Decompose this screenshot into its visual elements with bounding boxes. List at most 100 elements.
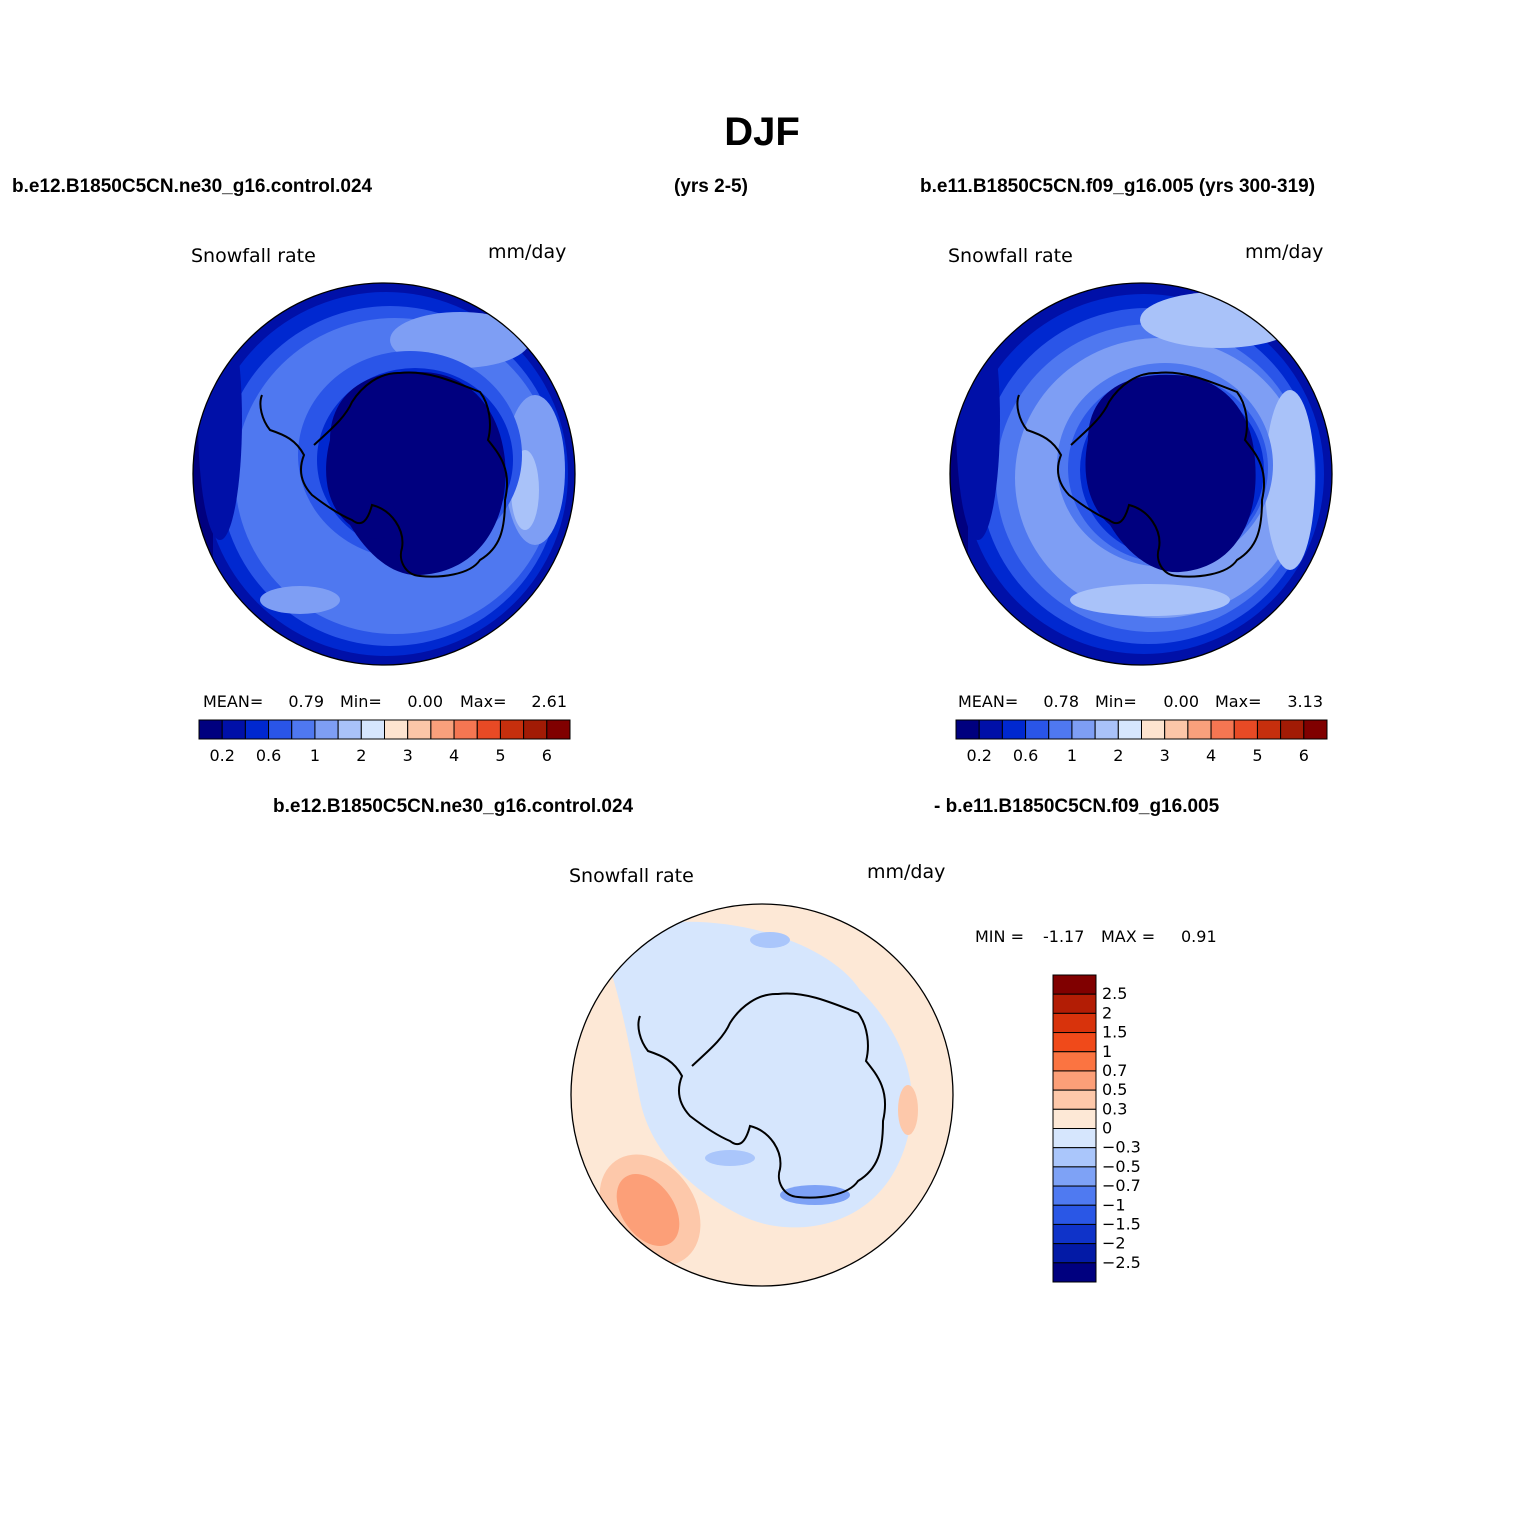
figure-title: DJF (724, 110, 800, 154)
colorbar-box (337, 719, 362, 740)
colorbar-box (291, 719, 316, 740)
colorbar-tick-label: 1 (1102, 1042, 1112, 1061)
colorbar-tick-label: 5 (495, 746, 505, 765)
colorbar-box (1052, 1108, 1097, 1129)
colorbar-box (1052, 974, 1097, 995)
colorbar-tick-label: 0.7 (1102, 1061, 1127, 1080)
panel-right-coastline (1016, 371, 1266, 578)
panel-diff-coastline (637, 992, 887, 1199)
colorbar-box (1164, 719, 1189, 740)
colorbar-box (1052, 1185, 1097, 1206)
panel-left-units: mm/day (488, 241, 566, 263)
panel-right-colorbar: 0.2 0.6 1 2 3 4 5 6 (955, 719, 1328, 765)
colorbar-tick-label: 1 (1067, 746, 1077, 765)
colorbar-box (1256, 719, 1282, 740)
colorbar-tick-label: 0.6 (256, 746, 281, 765)
colorbar-box (523, 719, 548, 740)
colorbar-box (1233, 719, 1258, 740)
panel-diff-map (571, 904, 953, 1286)
colorbar-tick-label: 3 (403, 746, 413, 765)
colorbar-box (1117, 719, 1142, 740)
panel-diff-colorbar: 2.521.510.70.50.30−0.3−0.5−0.7−1−1.5−2−2… (1052, 974, 1141, 1283)
panel-left-variable: Snowfall rate (191, 245, 316, 267)
colorbar-box (1303, 719, 1328, 740)
colorbar-box (430, 719, 455, 740)
left-case-title: b.e12.B1850C5CN.ne30_g16.control.024 (12, 176, 373, 197)
panel-right-mean-value: 0.78 (1043, 692, 1079, 711)
panel-right-variable: Snowfall rate (948, 245, 1073, 267)
panel-diff-min-label: MIN = (975, 927, 1024, 946)
panel-right: Snowfall rate mm/day MEAN= 0.78 Min= 0.0… (948, 241, 1333, 765)
panel-left-min-value: 0.00 (407, 692, 443, 711)
colorbar-box (546, 719, 571, 740)
panel-right-min-label: Min= (1095, 692, 1137, 711)
colorbar-box (1052, 1204, 1097, 1225)
colorbar-box (1052, 1051, 1097, 1072)
colorbar-box (1052, 1166, 1097, 1187)
panel-left: Snowfall rate mm/day MEAN= 0.79 Min= 0.0… (191, 241, 576, 765)
diff-title-right: - b.e11.B1850C5CN.f09_g16.005 (934, 796, 1220, 817)
colorbar-box (1025, 719, 1050, 740)
panel-left-colorbar: 0.2 0.6 1 2 3 4 5 6 (198, 719, 571, 765)
colorbar-tick-label: 0.3 (1102, 1099, 1127, 1118)
colorbar-box (1001, 719, 1027, 740)
colorbar-box (244, 719, 270, 740)
colorbar-box (476, 719, 501, 740)
colorbar-tick-label: 0.2 (966, 746, 991, 765)
colorbar-tick-label: 2 (1113, 746, 1123, 765)
colorbar-tick-label: −1 (1102, 1195, 1126, 1214)
panel-right-mean-label: MEAN= (958, 692, 1018, 711)
panel-left-max-label: Max= (460, 692, 506, 711)
panel-left-max-value: 2.61 (531, 692, 567, 711)
panel-right-map (950, 283, 1332, 665)
colorbar-tick-label: 6 (542, 746, 552, 765)
panel-right-border (949, 282, 1333, 666)
panel-left-map (193, 283, 575, 665)
colorbar-box (955, 719, 980, 740)
panel-left-border (192, 282, 576, 666)
colorbar-box (198, 719, 223, 740)
colorbar-box (1048, 719, 1073, 740)
colorbar-box (1141, 719, 1166, 740)
colorbar-box (1210, 719, 1235, 740)
panel-left-mean-value: 0.79 (288, 692, 324, 711)
colorbar-tick-label: −0.5 (1102, 1157, 1141, 1176)
colorbar-box (1052, 1012, 1097, 1034)
colorbar-box (1280, 719, 1305, 740)
panel-diff: Snowfall rate mm/day MIN = -1.17 MAX = 0… (569, 861, 1217, 1287)
colorbar-box (221, 719, 246, 740)
colorbar-box (1052, 993, 1097, 1014)
colorbar-tick-label: 4 (1206, 746, 1216, 765)
colorbar-box (360, 719, 385, 740)
colorbar-box (1052, 1262, 1097, 1283)
colorbar-box (978, 719, 1003, 740)
panel-diff-max-label: MAX = (1101, 927, 1155, 946)
colorbar-box (1052, 1070, 1097, 1091)
panel-right-max-value: 3.13 (1287, 692, 1323, 711)
colorbar-tick-label: −0.7 (1102, 1176, 1141, 1195)
colorbar-box (1187, 719, 1212, 740)
colorbar-tick-label: 2 (1102, 1003, 1112, 1022)
colorbar-tick-label: −0.3 (1102, 1138, 1141, 1157)
colorbar-box (384, 719, 409, 740)
colorbar-tick-label: 3 (1160, 746, 1170, 765)
colorbar-tick-label: −2.5 (1102, 1253, 1141, 1272)
colorbar-tick-label: 6 (1299, 746, 1309, 765)
right-case-title: b.e11.B1850C5CN.f09_g16.005 (yrs 300-319… (920, 176, 1315, 197)
colorbar-box (1052, 1128, 1097, 1149)
colorbar-tick-label: 5 (1252, 746, 1262, 765)
panel-diff-variable: Snowfall rate (569, 865, 694, 887)
colorbar-box (1094, 719, 1119, 740)
colorbar-tick-label: 0.5 (1102, 1080, 1127, 1099)
colorbar-tick-label: 4 (449, 746, 459, 765)
left-years-title: (yrs 2-5) (674, 176, 748, 197)
colorbar-box (1052, 1032, 1097, 1053)
colorbar-box (1052, 1243, 1097, 1264)
panel-right-units: mm/day (1245, 241, 1323, 263)
colorbar-box (499, 719, 525, 740)
colorbar-tick-label: −1.5 (1102, 1214, 1141, 1233)
colorbar-box (1071, 719, 1096, 740)
diff-title-left: b.e12.B1850C5CN.ne30_g16.control.024 (273, 796, 634, 817)
colorbar-tick-label: 2 (356, 746, 366, 765)
